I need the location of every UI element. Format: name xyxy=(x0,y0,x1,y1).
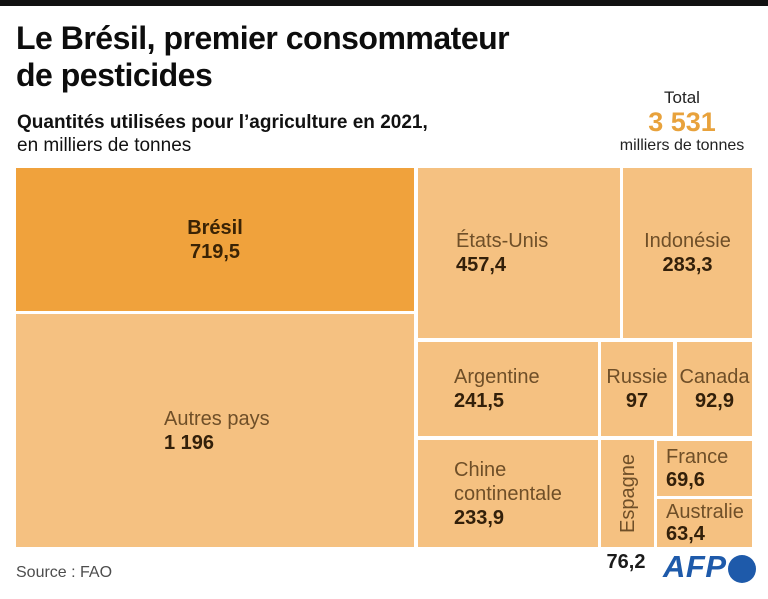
cell-label: Argentine xyxy=(454,366,540,388)
treemap-cell-chine-continentale: Chine continentale 233,9 xyxy=(418,440,598,547)
page-title: Le Brésil, premier consommateur de pesti… xyxy=(16,20,656,94)
cell-label-vertical: Espagne xyxy=(616,454,639,533)
cell-value: 457,4 xyxy=(456,254,507,276)
cell-value: 63,4 xyxy=(666,523,705,545)
treemap-cell-autres-pays: Autres pays 1 196 xyxy=(16,314,414,547)
cell-value: 69,6 xyxy=(666,468,705,491)
cell-label: Russie xyxy=(606,366,668,388)
source-credit: Source : FAO xyxy=(16,564,113,581)
afp-logo-circle-icon xyxy=(727,555,756,583)
total-block: Total 3 531 milliers de tonnes xyxy=(608,88,756,155)
cell-label: Brésil xyxy=(187,216,243,239)
cell-label: Autres pays xyxy=(164,407,270,430)
top-accent-bar xyxy=(0,0,768,6)
subtitle-bold: Quantités utilisées pour l’agriculture e… xyxy=(17,112,428,133)
total-unit: milliers de tonnes xyxy=(619,137,745,154)
treemap-cell-indonesie: Indonésie 283,3 xyxy=(623,168,752,338)
treemap-cell-etats-unis: États-Unis 457,4 xyxy=(418,168,620,338)
afp-logo-text: AFP xyxy=(663,549,727,584)
cell-value: 97 xyxy=(625,390,649,412)
cell-label: Canada xyxy=(679,366,750,388)
cell-value: 241,5 xyxy=(454,390,505,412)
cell-label: France xyxy=(666,445,729,468)
cell-value: 719,5 xyxy=(189,240,241,263)
treemap-cell-russie: Russie 97 xyxy=(601,342,673,436)
treemap: Brésil 719,5 Autres pays 1 196 États-Uni… xyxy=(16,168,752,547)
treemap-cell-bresil: Brésil 719,5 xyxy=(16,168,414,311)
treemap-cell-canada: Canada 92,9 xyxy=(677,342,752,436)
afp-logo: AFP xyxy=(663,549,756,585)
title-line-2: de pesticides xyxy=(16,57,213,93)
treemap-cell-australie: Australie 63,4 xyxy=(657,499,752,547)
cell-label: Australie xyxy=(666,501,744,523)
cell-value: 233,9 xyxy=(454,506,505,529)
treemap-cell-argentine: Argentine 241,5 xyxy=(418,342,598,436)
cell-label: Chine continentale xyxy=(454,458,562,505)
treemap-cell-france: France 69,6 xyxy=(657,441,752,496)
cell-label: États-Unis xyxy=(456,230,549,252)
total-value: 3 531 xyxy=(648,107,716,137)
title-line-1: Le Brésil, premier consommateur xyxy=(16,20,510,56)
cell-value: 1 196 xyxy=(164,431,215,454)
treemap-cell-espagne: Espagne xyxy=(601,440,654,547)
total-label: Total xyxy=(664,88,700,107)
espagne-value-outside: 76,2 xyxy=(606,551,646,573)
cell-value: 283,3 xyxy=(662,254,713,276)
cell-label: Indonésie xyxy=(644,230,731,252)
chart-subtitle: Quantités utilisées pour l’agriculture e… xyxy=(17,111,428,157)
subtitle-unit: en milliers de tonnes xyxy=(17,135,192,156)
cell-value: 92,9 xyxy=(695,390,734,412)
